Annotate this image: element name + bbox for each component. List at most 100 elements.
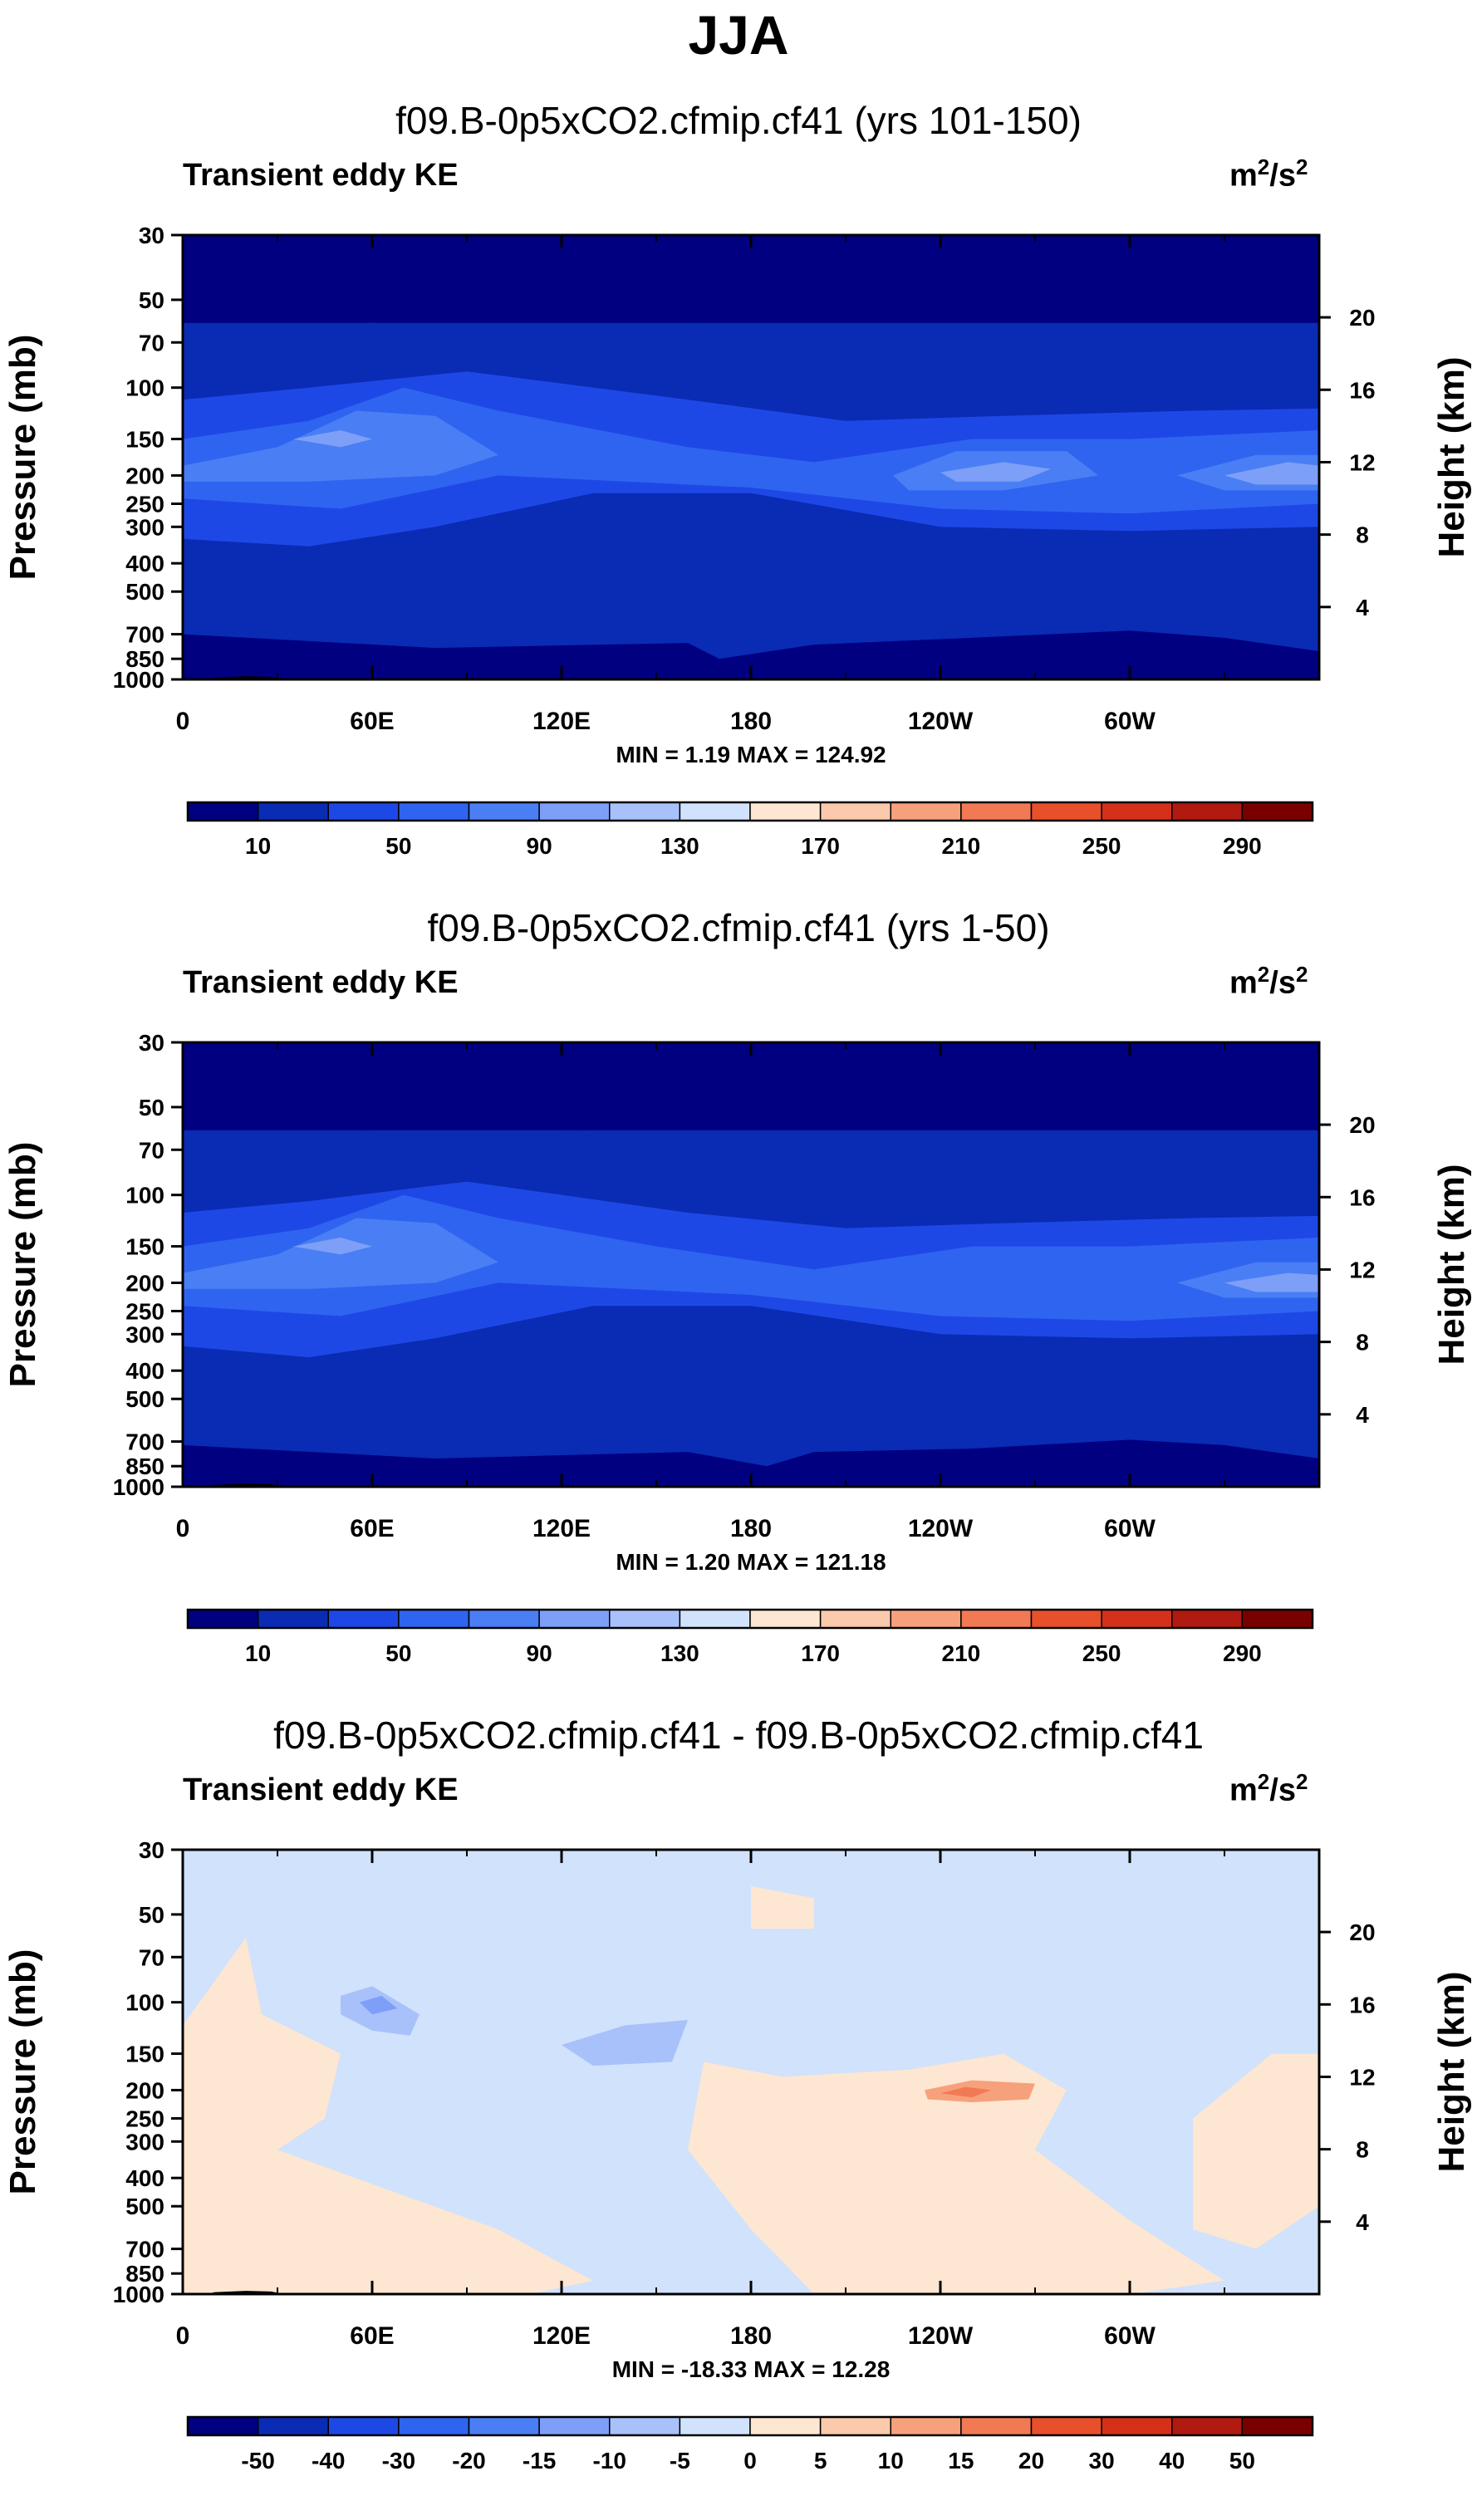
- chart1-xtick-label-1: 60E: [350, 1515, 394, 1542]
- chart1-ylabel-right: Height (km): [1431, 1164, 1472, 1365]
- chart1-colorbar-label-2: 90: [527, 1640, 552, 1666]
- chart0-min-label: MIN = 1.19: [616, 742, 737, 767]
- chart2-colorbar-swatch-6: [609, 2416, 681, 2436]
- panel-current: f09.B-0p5xCO2.cfmip.cf41 (yrs 101-150) Tr…: [0, 98, 1477, 905]
- chart2-field: [183, 1850, 1319, 2294]
- chart1-ytick-right-label-0: 20: [1349, 1112, 1375, 1138]
- chart2-colorbar-swatch-11: [960, 2416, 1033, 2436]
- chart0-ytick-label-4: 150: [125, 427, 164, 453]
- chart2-colorbar-label-11: 20: [1018, 2448, 1044, 2473]
- chart1-colorbar-swatch-11: [960, 1609, 1033, 1629]
- chart1-xtick-label-2: 120E: [532, 1515, 591, 1542]
- chart0-ytick-label-6: 250: [125, 491, 164, 517]
- chart2-contour-region-5: [562, 2020, 688, 2066]
- chart2-variable-label: Transient eddy KE: [183, 1772, 459, 1807]
- chart0-colorbar-label-1: 50: [385, 833, 411, 859]
- chart1-colorbar-label-5: 210: [942, 1640, 981, 1666]
- chart0-colorbar-swatch-15: [1241, 802, 1313, 821]
- chart2-colorbar-label-5: -10: [593, 2448, 626, 2473]
- chart0-colorbar-frame: [186, 801, 1314, 822]
- chart1-ylabel: Pressure (mb): [2, 1142, 43, 1388]
- chart1-ytick-right-label-4: 4: [1356, 1402, 1369, 1428]
- chart0-colorbar-swatch-6: [609, 802, 681, 821]
- chart2-colorbar-swatch-2: [327, 2416, 400, 2436]
- chart0-contour-region-9: [183, 630, 1319, 679]
- chart1-colorbar-frame: [186, 1608, 1314, 1630]
- chart2-colorbar-swatch-4: [468, 2416, 540, 2436]
- chart1-ytick-label-6: 250: [125, 1298, 164, 1324]
- chart0-contour-region-8: [1224, 462, 1319, 485]
- chart1-ytick-label-8: 400: [125, 1358, 164, 1384]
- chart2-colorbar-label-2: -30: [382, 2448, 415, 2473]
- chart0-colorbar-swatch-14: [1171, 802, 1244, 821]
- chart2-xtick-label-5: 60W: [1104, 2322, 1156, 2350]
- chart2-colorbar-label-12: 30: [1089, 2448, 1115, 2473]
- chart0-ytick-label-9: 500: [125, 579, 164, 605]
- chart0-colorbar-swatch-11: [960, 802, 1033, 821]
- chart1-colorbar-swatch-4: [468, 1609, 540, 1629]
- chart0-ytick-right-label-0: 20: [1349, 305, 1375, 331]
- chart0-ylabel: Pressure (mb): [2, 335, 43, 581]
- chart2-ytick-label-1: 50: [139, 1902, 164, 1928]
- chart0-colorbar-swatch-7: [679, 802, 751, 821]
- chart0-colorbar-label-4: 170: [801, 833, 840, 859]
- chart2-colorbar-label-1: -40: [312, 2448, 345, 2473]
- chart0-units-base: m: [1229, 158, 1258, 194]
- chart2-ytick-label-8: 400: [125, 2165, 164, 2191]
- chart2-ytick-label-12: 1000: [113, 2282, 164, 2307]
- chart2-ytick-label-10: 700: [125, 2237, 164, 2263]
- chart0-max-label: MAX = 124.92: [737, 742, 886, 767]
- chart0-units-exp: 2: [1257, 154, 1270, 179]
- chart1-field-top-band: [183, 1042, 1319, 1130]
- chart2-xtick-label-2: 120E: [532, 2322, 591, 2350]
- chart2-colorbar-label-10: 15: [948, 2448, 974, 2473]
- chart1-ytick-label-2: 70: [139, 1137, 164, 1163]
- chart1-colorbar-swatch-15: [1241, 1609, 1313, 1629]
- chart1-minmax: MIN = 1.20 MAX = 121.18: [616, 1549, 886, 1575]
- chart1-colorbar-label-1: 50: [385, 1640, 411, 1666]
- chart0-colorbar-label-5: 210: [942, 833, 981, 859]
- chart2-colorbar-swatch-5: [538, 2416, 611, 2436]
- chart1-max-label: MAX = 121.18: [737, 1549, 886, 1575]
- chart1-ytick-label-1: 50: [139, 1095, 164, 1120]
- chart0-xtick-label-2: 120E: [532, 708, 591, 735]
- chart1-ytick-right-label-3: 8: [1356, 1330, 1369, 1356]
- chart0-units-label: m2/s2: [1229, 154, 1308, 194]
- chart2-ytick-label-2: 70: [139, 1944, 164, 1970]
- chart1-colorbar-swatch-12: [1030, 1609, 1102, 1629]
- chart1-min-label: MIN = 1.20: [616, 1549, 737, 1575]
- chart2-colorbar-label-7: 0: [743, 2448, 757, 2473]
- chart1-ytick-label-7: 300: [125, 1321, 164, 1347]
- chart2-units-label: m2/s2: [1229, 1769, 1308, 1809]
- chart1-contour-region-5: [293, 1238, 372, 1255]
- chart2-xtick-label-1: 60E: [350, 2322, 394, 2350]
- chart0-colorbar-label-6: 250: [1082, 833, 1121, 859]
- chart1-colorbar-swatch-2: [327, 1609, 400, 1629]
- chart2-title: f09.B-0p5xCO2.cfmip.cf41 - f09.B-0p5xCO2…: [273, 1714, 1204, 1757]
- chart1-contour-region-2: [183, 1194, 1319, 1321]
- chart1-colorbar-label-3: 130: [660, 1640, 699, 1666]
- chart1-units-base2: /s: [1269, 965, 1296, 1001]
- chart0-xtick-label-3: 180: [730, 708, 772, 735]
- chart0-plot: 0 60E 120E 180 120W 60W3050701001502002503004…: [2, 223, 1472, 859]
- chart0-ytick-right-label-2: 12: [1349, 449, 1375, 475]
- chart2-colorbar-swatch-3: [398, 2416, 470, 2436]
- chart2-contour-region-6: [359, 1995, 398, 2015]
- chart1-colorbar-label-0: 10: [245, 1640, 271, 1666]
- chart0-ytick-label-1: 50: [139, 287, 164, 313]
- chart2-colorbar-label-9: 10: [878, 2448, 904, 2473]
- chart2-colorbar-label-6: -5: [670, 2448, 690, 2473]
- chart2-colorbar-swatch-9: [819, 2416, 891, 2436]
- chart0-title: f09.B-0p5xCO2.cfmip.cf41 (yrs 101-150): [395, 99, 1082, 142]
- chart1-colorbar-swatch-6: [609, 1609, 681, 1629]
- chart1-ytick-label-0: 30: [139, 1030, 164, 1056]
- chart2-colorbar-swatch-14: [1171, 2416, 1244, 2436]
- chart0-colorbar-swatch-12: [1030, 802, 1102, 821]
- chart1-ytick-label-3: 100: [125, 1183, 164, 1209]
- chart0-colorbar-swatch-8: [749, 802, 822, 821]
- chart1-units-label: m2/s2: [1229, 962, 1308, 1002]
- chart1-plot: 0 60E 120E 180 120W 60W3050701001502002503004…: [2, 1030, 1472, 1666]
- chart2-contour-region-2: [1193, 2053, 1319, 2249]
- chart2-contour-region-8: [940, 2086, 991, 2098]
- chart0-units-exp2: 2: [1295, 154, 1308, 179]
